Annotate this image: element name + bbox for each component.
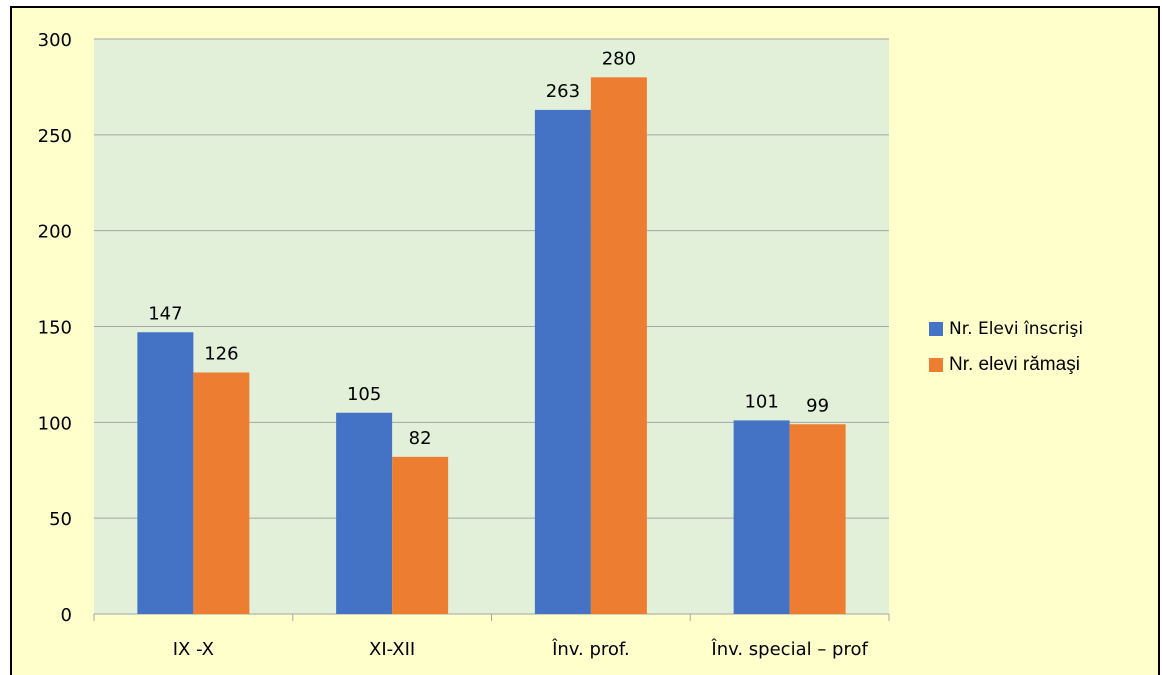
bar xyxy=(733,420,790,614)
bar xyxy=(336,412,393,614)
data-label: 99 xyxy=(806,395,829,416)
legend-label-series-2: Nr. elevi rămaşi xyxy=(949,354,1080,375)
data-label: 126 xyxy=(204,344,238,365)
y-tick-label: 150 xyxy=(38,318,72,339)
data-label: 101 xyxy=(744,391,778,412)
bar xyxy=(137,332,194,614)
legend-swatch-series-2 xyxy=(929,358,943,372)
bar xyxy=(590,77,647,615)
y-tick-label: 0 xyxy=(61,605,72,626)
legend-label-series-1: Nr. Elevi înscrişi xyxy=(949,319,1084,339)
x-tick-label: IX -X xyxy=(173,639,214,660)
y-tick-label: 300 xyxy=(38,30,72,51)
y-tick-label: 200 xyxy=(38,222,72,243)
x-tick-label: Înv. special – prof xyxy=(710,638,868,660)
legend-swatch-series-1 xyxy=(929,322,943,336)
legend: Nr. Elevi înscrişi Nr. elevi rămaşi xyxy=(929,311,1083,383)
bar xyxy=(392,456,449,614)
data-label: 82 xyxy=(409,428,432,449)
bar xyxy=(193,372,250,614)
data-label: 105 xyxy=(347,384,381,405)
bar xyxy=(534,109,591,615)
x-tick-label: Înv. prof. xyxy=(551,638,630,660)
y-tick-label: 50 xyxy=(49,509,72,530)
bar xyxy=(789,424,846,614)
data-label: 280 xyxy=(602,48,636,69)
data-label: 263 xyxy=(546,81,580,102)
x-tick-label: XI-XII xyxy=(369,639,415,660)
y-tick-label: 100 xyxy=(38,413,72,434)
data-label: 147 xyxy=(148,303,182,324)
legend-item-series-2: Nr. elevi rămaşi xyxy=(929,347,1083,383)
legend-item-series-1: Nr. Elevi înscrişi xyxy=(929,311,1083,347)
y-tick-label: 250 xyxy=(38,126,72,147)
